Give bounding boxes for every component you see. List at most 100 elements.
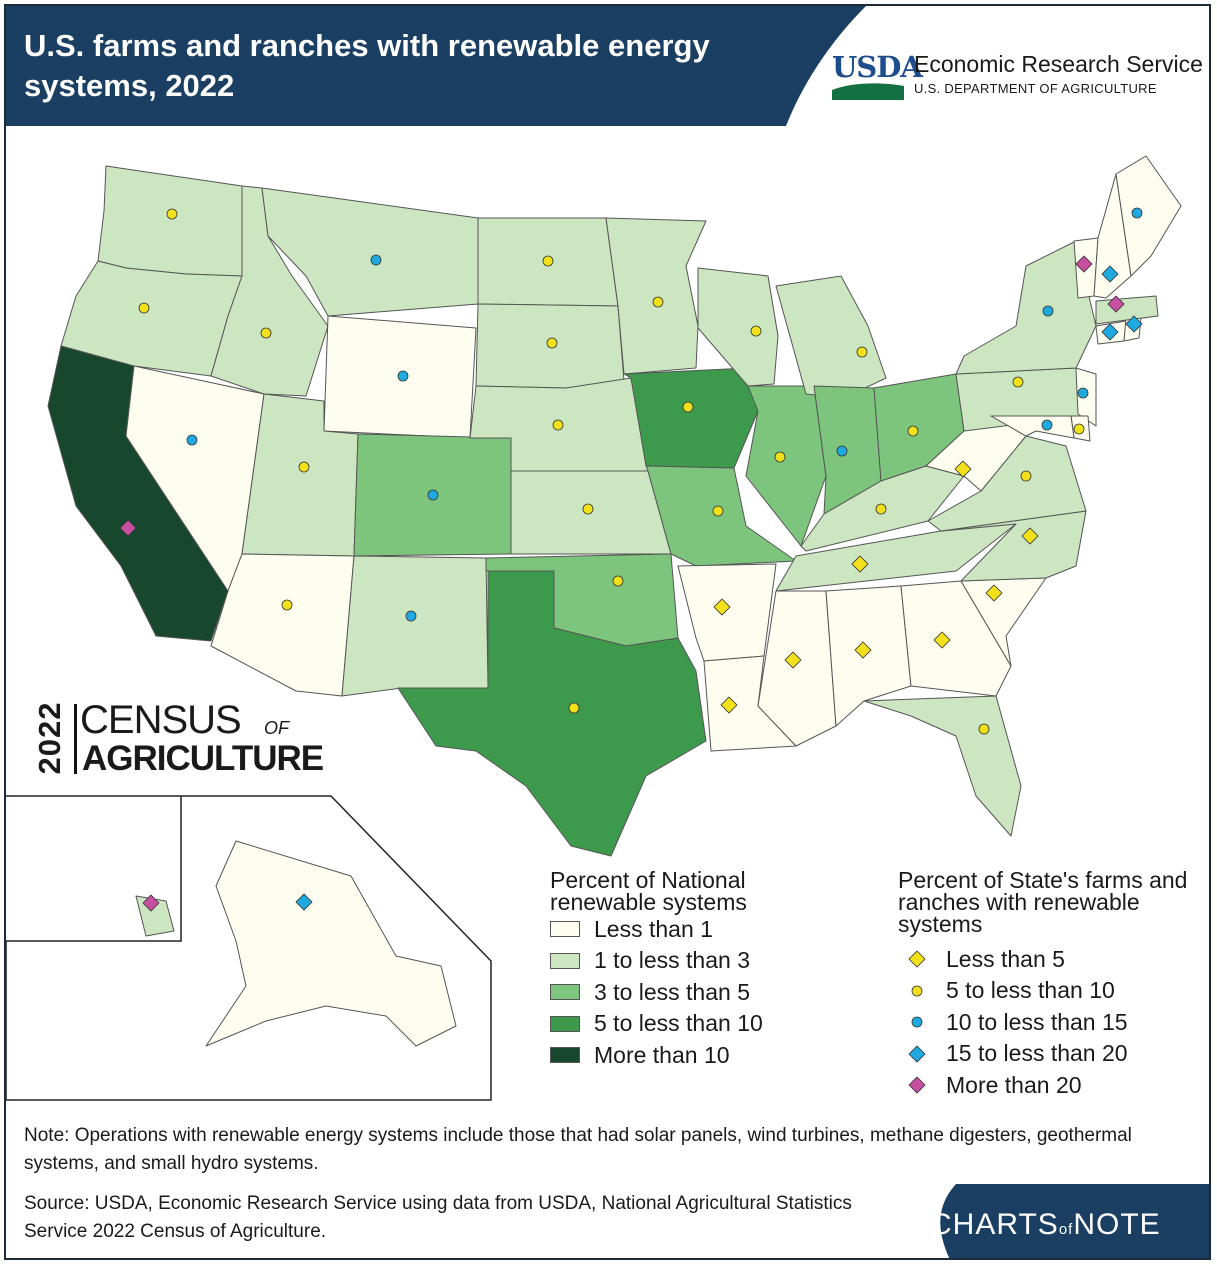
- state-georgia: [900, 580, 1012, 697]
- state-marker-colorado: [427, 489, 439, 501]
- state-marker-illinois: [774, 451, 786, 463]
- state-marker-minnesota: [652, 296, 664, 308]
- state-marker-pennsylvania: [1012, 376, 1024, 388]
- state-marker-georgia: [933, 631, 951, 649]
- state-marker-iowa: [682, 401, 694, 413]
- inset-box: [6, 795, 492, 1101]
- legend-fill-item: 5 to less than 10: [550, 1009, 763, 1039]
- state-shape-alabama: [825, 585, 912, 727]
- agency-name: Economic Research Service: [914, 51, 1203, 77]
- state-marker-new-mexico: [405, 610, 417, 622]
- legend-fill-label: 1 to less than 3: [594, 947, 750, 973]
- state-marker-idaho: [260, 327, 272, 339]
- census-logo-agriculture: AGRICULTURE: [82, 739, 324, 778]
- state-marker-new-jersey: [1077, 387, 1089, 399]
- state-marker-south-dakota: [546, 337, 558, 349]
- state-marker-tennessee: [851, 555, 869, 573]
- state-shape-texas: [397, 570, 707, 857]
- legend-marker-label: 5 to less than 10: [946, 977, 1115, 1003]
- state-marker-florida: [978, 723, 990, 735]
- state-new-hampshire: [1093, 173, 1132, 299]
- legend-marker-label: Less than 5: [946, 945, 1065, 972]
- state-marker-mississippi: [784, 651, 802, 669]
- usda-logo: USDA: [832, 50, 923, 84]
- diamond-marker-icon: [902, 1044, 932, 1064]
- state-tennessee: [775, 523, 1017, 592]
- state-marker-michigan: [856, 346, 868, 358]
- state-marker-arkansas: [713, 598, 731, 616]
- legend-fill-item: 3 to less than 5: [550, 977, 750, 1007]
- state-alaska: [205, 840, 457, 1047]
- state-marker-massachusetts: [1107, 295, 1125, 313]
- state-marker-montana: [370, 254, 382, 266]
- state-minnesota: [605, 217, 707, 375]
- state-marker-north-dakota: [542, 255, 554, 267]
- state-shape-alaska: [205, 840, 457, 1047]
- state-marker-connecticut: [1101, 323, 1119, 341]
- state-maryland: [990, 415, 1075, 439]
- legend-fill-label: 5 to less than 10: [594, 1010, 763, 1036]
- legend-marker-title: Percent of State's farms and ranches wit…: [898, 867, 1188, 937]
- state-marker-washington: [166, 208, 178, 220]
- census-logo-word: CENSUS: [80, 698, 242, 742]
- chart-frame: U.S. farms and ranches with renewable en…: [4, 4, 1211, 1260]
- state-marker-west-virginia: [954, 460, 972, 478]
- header-banner: [6, 6, 866, 126]
- state-shape-mississippi: [757, 590, 837, 747]
- circle-marker-icon: [902, 1012, 932, 1032]
- legend-fill-item: More than 10: [550, 1040, 730, 1070]
- state-marker-rhode-island: [1125, 315, 1143, 333]
- census-logo-of: OF: [264, 718, 289, 738]
- state-mississippi: [757, 590, 837, 747]
- legend-swatch: [550, 921, 580, 937]
- legend-marker-item: 5 to less than 10: [902, 976, 1115, 1006]
- state-texas: [397, 570, 707, 857]
- legend-marker-label: 15 to less than 20: [946, 1040, 1128, 1066]
- state-missouri: [645, 465, 797, 567]
- state-marker-arizona: [281, 599, 293, 611]
- legend-swatch: [550, 1047, 580, 1063]
- legend-swatch: [550, 1015, 580, 1032]
- legend-marker-item: Less than 5: [902, 944, 1065, 974]
- legend-marker-item: 15 to less than 20: [902, 1039, 1128, 1069]
- chart-title: U.S. farms and ranches with renewable en…: [24, 28, 710, 103]
- legend-marker-shape: [908, 950, 926, 968]
- census-logo-divider: [74, 704, 77, 774]
- state-marker-texas: [568, 702, 580, 714]
- legend-fill-title: Percent of National renewable systems: [550, 867, 747, 915]
- state-maine: [1115, 155, 1182, 277]
- state-marker-delaware: [1073, 423, 1085, 435]
- state-marker-kentucky: [875, 503, 887, 515]
- state-marker-california: [119, 519, 137, 537]
- state-marker-wyoming: [397, 370, 409, 382]
- state-marker-hawaii: [142, 894, 160, 912]
- legend-marker-label: 10 to less than 15: [946, 1008, 1128, 1035]
- charts-of-note-logo: CHARTSofNOTE: [930, 1208, 1161, 1241]
- state-shape-wisconsin: [697, 267, 779, 387]
- state-marker-alaska: [295, 893, 313, 911]
- state-shape-new-hampshire: [1093, 173, 1132, 299]
- state-marker-utah: [298, 461, 310, 473]
- legend-marker-item: More than 20: [902, 1070, 1082, 1100]
- legend-marker-shape: [908, 1076, 926, 1094]
- legend-marker-shape: [908, 1044, 926, 1063]
- state-alabama: [825, 585, 912, 727]
- state-marker-oregon: [138, 302, 150, 314]
- state-shape-tennessee: [775, 523, 1017, 592]
- us-map: [6, 155, 1182, 1101]
- state-marker-new-york: [1042, 305, 1054, 317]
- state-marker-ohio: [907, 425, 919, 437]
- state-marker-oklahoma: [612, 575, 624, 587]
- footer-banner: [940, 1184, 1209, 1258]
- state-shape-maine: [1115, 155, 1182, 277]
- state-shape-michigan: [775, 275, 887, 399]
- state-michigan: [775, 275, 887, 399]
- state-shape-maryland: [990, 415, 1075, 439]
- department-name: U.S. DEPARTMENT OF AGRICULTURE: [914, 81, 1157, 96]
- legend-fill-label: Less than 1: [594, 915, 713, 942]
- legend-swatch: [550, 952, 580, 969]
- state-marker-kansas: [582, 503, 594, 515]
- state-marker-vermont: [1075, 255, 1093, 273]
- legend-marker-shape: [911, 985, 923, 996]
- state-marker-south-carolina: [985, 584, 1003, 602]
